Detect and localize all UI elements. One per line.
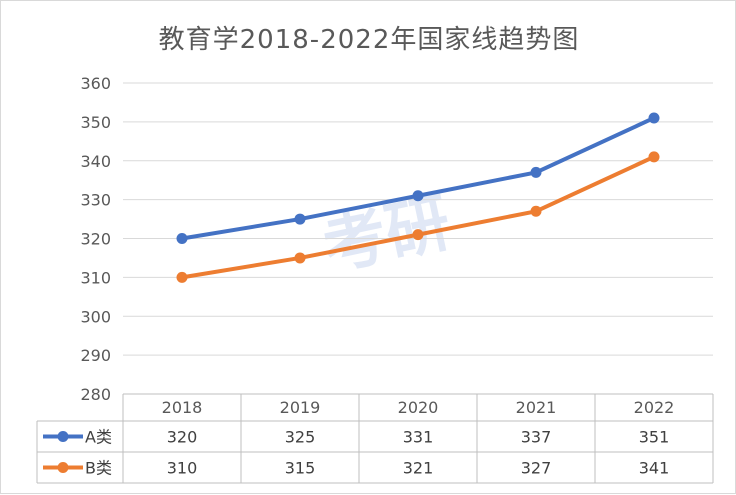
y-tick-label: 310 (80, 268, 111, 287)
table-value: 351 (639, 428, 670, 447)
y-tick-label: 320 (80, 230, 111, 249)
data-point (648, 151, 660, 163)
y-tick-label: 360 (80, 74, 111, 93)
data-point (648, 112, 660, 124)
table-value: 325 (285, 428, 316, 447)
data-point (412, 229, 424, 241)
table-value: 341 (639, 459, 670, 478)
x-tick-label: 2021 (516, 398, 557, 417)
legend-key-marker (57, 462, 69, 473)
y-tick-label: 290 (80, 346, 111, 365)
y-tick-label: 330 (80, 191, 111, 210)
table-value: 320 (167, 428, 198, 447)
x-tick-label: 2019 (280, 398, 321, 417)
table-value: 315 (285, 459, 316, 478)
data-point (530, 205, 542, 217)
data-point (176, 271, 188, 283)
x-tick-label: 2022 (634, 398, 675, 417)
chart-title: 教育学2018-2022年国家线趋势图 (158, 25, 580, 55)
x-tick-label: 2018 (162, 398, 203, 417)
y-tick-label: 350 (80, 113, 111, 132)
table-value: 331 (403, 428, 434, 447)
table-value: 327 (521, 459, 552, 478)
table-value: 310 (167, 459, 198, 478)
table-value: 321 (403, 459, 434, 478)
y-tick-label: 340 (80, 152, 111, 171)
data-point (530, 166, 542, 178)
table-value: 337 (521, 428, 552, 447)
x-tick-label: 2020 (398, 398, 439, 417)
y-tick-label: 300 (80, 307, 111, 326)
y-tick-label: 280 (80, 385, 111, 404)
data-point (294, 213, 306, 225)
legend-series-name: B类 (85, 459, 112, 478)
data-point (294, 252, 306, 264)
legend-key-marker (57, 431, 69, 442)
data-point (176, 233, 188, 244)
legend-series-name: A类 (85, 428, 112, 447)
data-point (412, 190, 424, 202)
